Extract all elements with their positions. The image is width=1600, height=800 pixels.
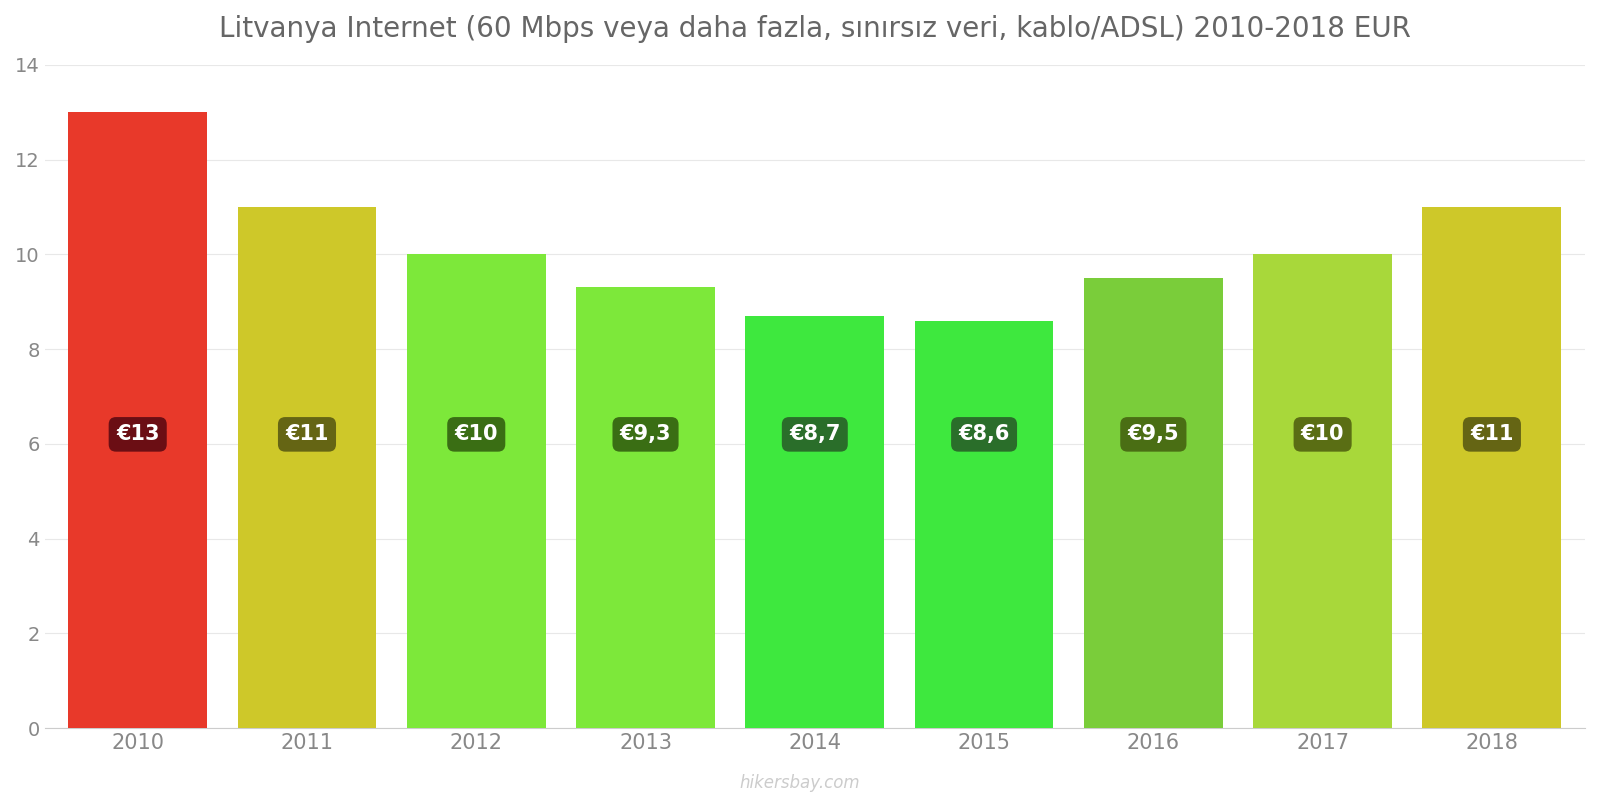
Title: Litvanya Internet (60 Mbps veya daha fazla, sınırsız veri, kablo/ADSL) 2010-2018: Litvanya Internet (60 Mbps veya daha faz… <box>219 15 1411 43</box>
Text: hikersbay.com: hikersbay.com <box>739 774 861 792</box>
Bar <box>915 321 1053 728</box>
Bar <box>746 316 885 728</box>
Text: €9,5: €9,5 <box>1128 424 1179 444</box>
Text: €10: €10 <box>454 424 498 444</box>
Text: €13: €13 <box>115 424 160 444</box>
Text: €10: €10 <box>1301 424 1344 444</box>
Text: €11: €11 <box>1470 424 1514 444</box>
Text: €8,7: €8,7 <box>789 424 840 444</box>
Text: €8,6: €8,6 <box>958 424 1010 444</box>
Bar <box>576 287 715 728</box>
Bar <box>1422 207 1562 728</box>
Bar <box>237 207 376 728</box>
Bar <box>406 254 546 728</box>
Bar <box>1253 254 1392 728</box>
Text: €9,3: €9,3 <box>619 424 672 444</box>
Text: €11: €11 <box>285 424 328 444</box>
Bar <box>69 112 206 728</box>
Bar <box>1083 278 1222 728</box>
